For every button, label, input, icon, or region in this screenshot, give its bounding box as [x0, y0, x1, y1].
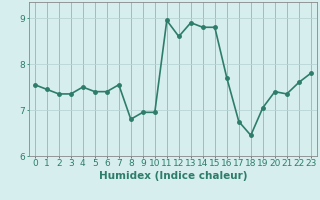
X-axis label: Humidex (Indice chaleur): Humidex (Indice chaleur) [99, 171, 247, 181]
